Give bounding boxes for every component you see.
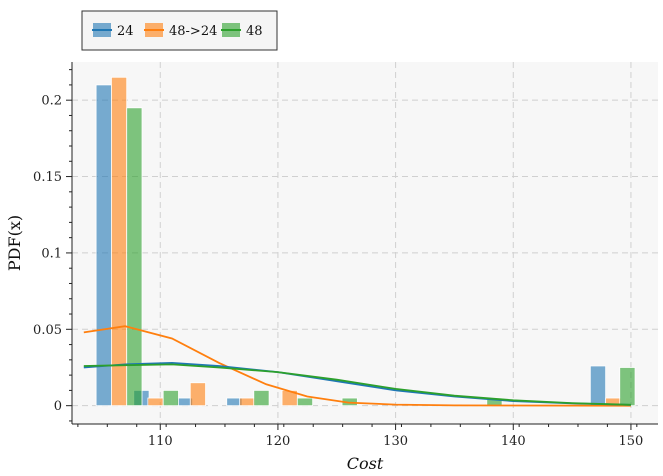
legend-label: 24 bbox=[117, 24, 134, 39]
density-curves bbox=[83, 325, 631, 407]
legend-box bbox=[81, 10, 278, 51]
y-tick-label: 0.1 bbox=[41, 246, 62, 261]
legend: 24 48->24 48 bbox=[81, 10, 278, 51]
bar-series-48--24 bbox=[111, 76, 128, 407]
y-tick-label: 0 bbox=[54, 399, 62, 414]
x-tick-label: 130 bbox=[383, 434, 408, 449]
bar-series-48--24 bbox=[147, 397, 164, 407]
bar-series-24 bbox=[95, 84, 112, 407]
legend-item: 48 bbox=[221, 23, 263, 39]
bar-series-48 bbox=[296, 397, 314, 407]
legend-label: 48->24 bbox=[169, 24, 217, 39]
ticks: 110 120 130 140 150 0 0.05 0.1 0.15 0.2 bbox=[33, 69, 644, 449]
x-tick-label: 150 bbox=[619, 434, 644, 449]
x-tick-label: 140 bbox=[501, 434, 526, 449]
density-line-48 bbox=[83, 363, 631, 406]
x-tick-label: 120 bbox=[266, 434, 291, 449]
x-tick-label: 110 bbox=[148, 434, 173, 449]
y-tick-label: 0.15 bbox=[33, 170, 62, 185]
y-axis-title: PDF(x) bbox=[5, 215, 24, 271]
y-tick-label: 0.05 bbox=[33, 323, 62, 338]
legend-label: 48 bbox=[246, 24, 263, 39]
bar-series-24 bbox=[589, 365, 607, 407]
bar-series-48--24 bbox=[239, 397, 256, 407]
density-line-48--24 bbox=[83, 325, 631, 407]
bar-series-48 bbox=[162, 389, 179, 407]
bar-series-48--24 bbox=[189, 382, 206, 407]
x-axis-title: Cost bbox=[347, 454, 384, 473]
bar-series-48 bbox=[126, 107, 143, 407]
axes bbox=[71, 62, 658, 425]
legend-item: 48->24 bbox=[144, 23, 217, 39]
y-tick-label: 0.2 bbox=[41, 94, 62, 109]
legend-item: 24 bbox=[92, 23, 134, 39]
bar-series-48 bbox=[253, 389, 270, 407]
grid bbox=[72, 62, 658, 424]
bar-series-48 bbox=[619, 367, 636, 407]
